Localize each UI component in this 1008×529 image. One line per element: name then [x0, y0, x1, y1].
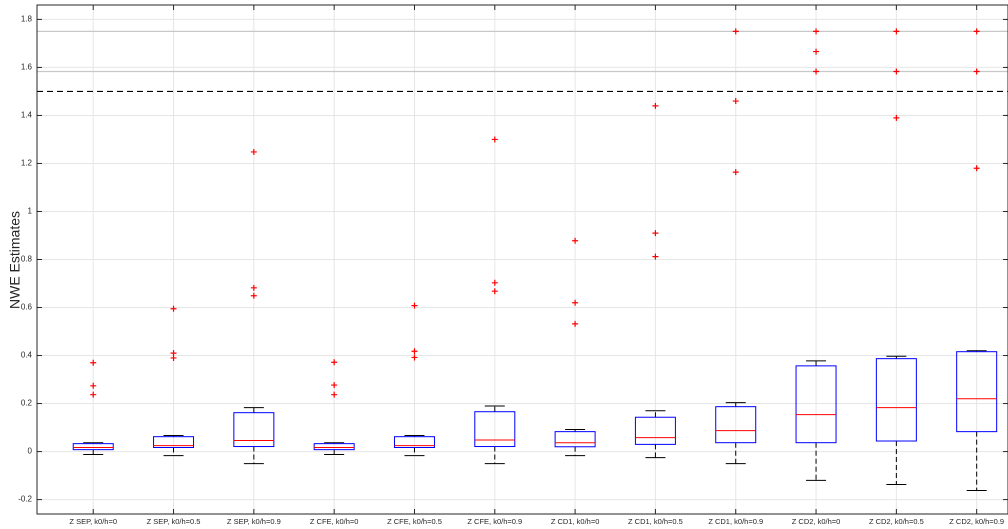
y-tick-label: 1.6 [21, 63, 33, 72]
outlier [572, 320, 579, 327]
box [233, 412, 275, 448]
outlier [652, 253, 659, 260]
y-tick-label: -0.2 [18, 495, 32, 504]
box [875, 358, 917, 442]
x-tick-label: Z CD2, k0/h=0 [792, 517, 841, 526]
y-axis-label: NWE Estimates [7, 211, 23, 309]
outlier [572, 299, 579, 306]
x-tick-label: Z SEP, k0/h=0.5 [147, 517, 201, 526]
x-tick-label: Z CD2, k0/h=0.5 [869, 517, 924, 526]
outlier [732, 28, 739, 35]
y-tick-label: 0 [28, 447, 33, 456]
outlier [250, 284, 257, 291]
outlier [90, 391, 97, 398]
box [554, 431, 596, 448]
box [715, 406, 757, 444]
box [313, 443, 355, 451]
box [474, 411, 516, 448]
x-tick-label: Z CD2, k0/h=0.9 [949, 517, 1004, 526]
y-tick-label: 0.8 [21, 255, 33, 264]
outlier [411, 348, 418, 355]
y-tick-label: 0.4 [21, 351, 33, 360]
outlier [732, 98, 739, 105]
outlier [813, 28, 820, 35]
x-tick-label: Z CD1, k0/h=0.5 [628, 517, 683, 526]
outlier [973, 68, 980, 75]
outlier [813, 68, 820, 75]
outlier [250, 148, 257, 155]
outlier [572, 237, 579, 244]
outlier [813, 48, 820, 55]
outlier [652, 102, 659, 109]
y-tick-label: 0.6 [21, 303, 33, 312]
x-tick-label: Z CFE, k0/h=0.5 [387, 517, 442, 526]
outlier [893, 68, 900, 75]
x-tick-label: Z CD1, k0/h=0 [551, 517, 600, 526]
y-tick-label: 1.8 [21, 15, 33, 24]
outlier [331, 391, 338, 398]
outlier [170, 354, 177, 361]
box [153, 436, 195, 448]
outlier [411, 302, 418, 309]
x-tick-label: Z SEP, k0/h=0 [69, 517, 117, 526]
outlier [491, 279, 498, 286]
x-tick-label: Z SEP, k0/h=0.9 [227, 517, 281, 526]
box [634, 416, 676, 445]
y-tick-label: 1 [28, 207, 33, 216]
outlier [250, 292, 257, 299]
box [956, 351, 998, 433]
outlier [411, 354, 418, 361]
outlier [170, 305, 177, 312]
y-tick-label: 1.2 [21, 159, 33, 168]
outlier [973, 165, 980, 172]
box [393, 436, 435, 448]
outlier [973, 28, 980, 35]
box [72, 443, 114, 451]
outlier [491, 136, 498, 143]
box [795, 365, 837, 444]
x-tick-label: Z CFE, k0/h=0 [310, 517, 359, 526]
plot-border [36, 4, 1008, 515]
y-tick-label: 0.2 [21, 399, 33, 408]
outlier [491, 288, 498, 295]
outlier [893, 28, 900, 35]
outlier [90, 359, 97, 366]
outlier [893, 114, 900, 121]
outlier [732, 169, 739, 176]
outlier [331, 382, 338, 389]
x-tick-label: Z CD1, k0/h=0.9 [708, 517, 763, 526]
outlier [652, 230, 659, 237]
outlier [331, 359, 338, 366]
outlier [90, 382, 97, 389]
y-tick-label: 1.4 [21, 111, 33, 120]
x-tick-label: Z CFE, k0/h=0.9 [467, 517, 522, 526]
